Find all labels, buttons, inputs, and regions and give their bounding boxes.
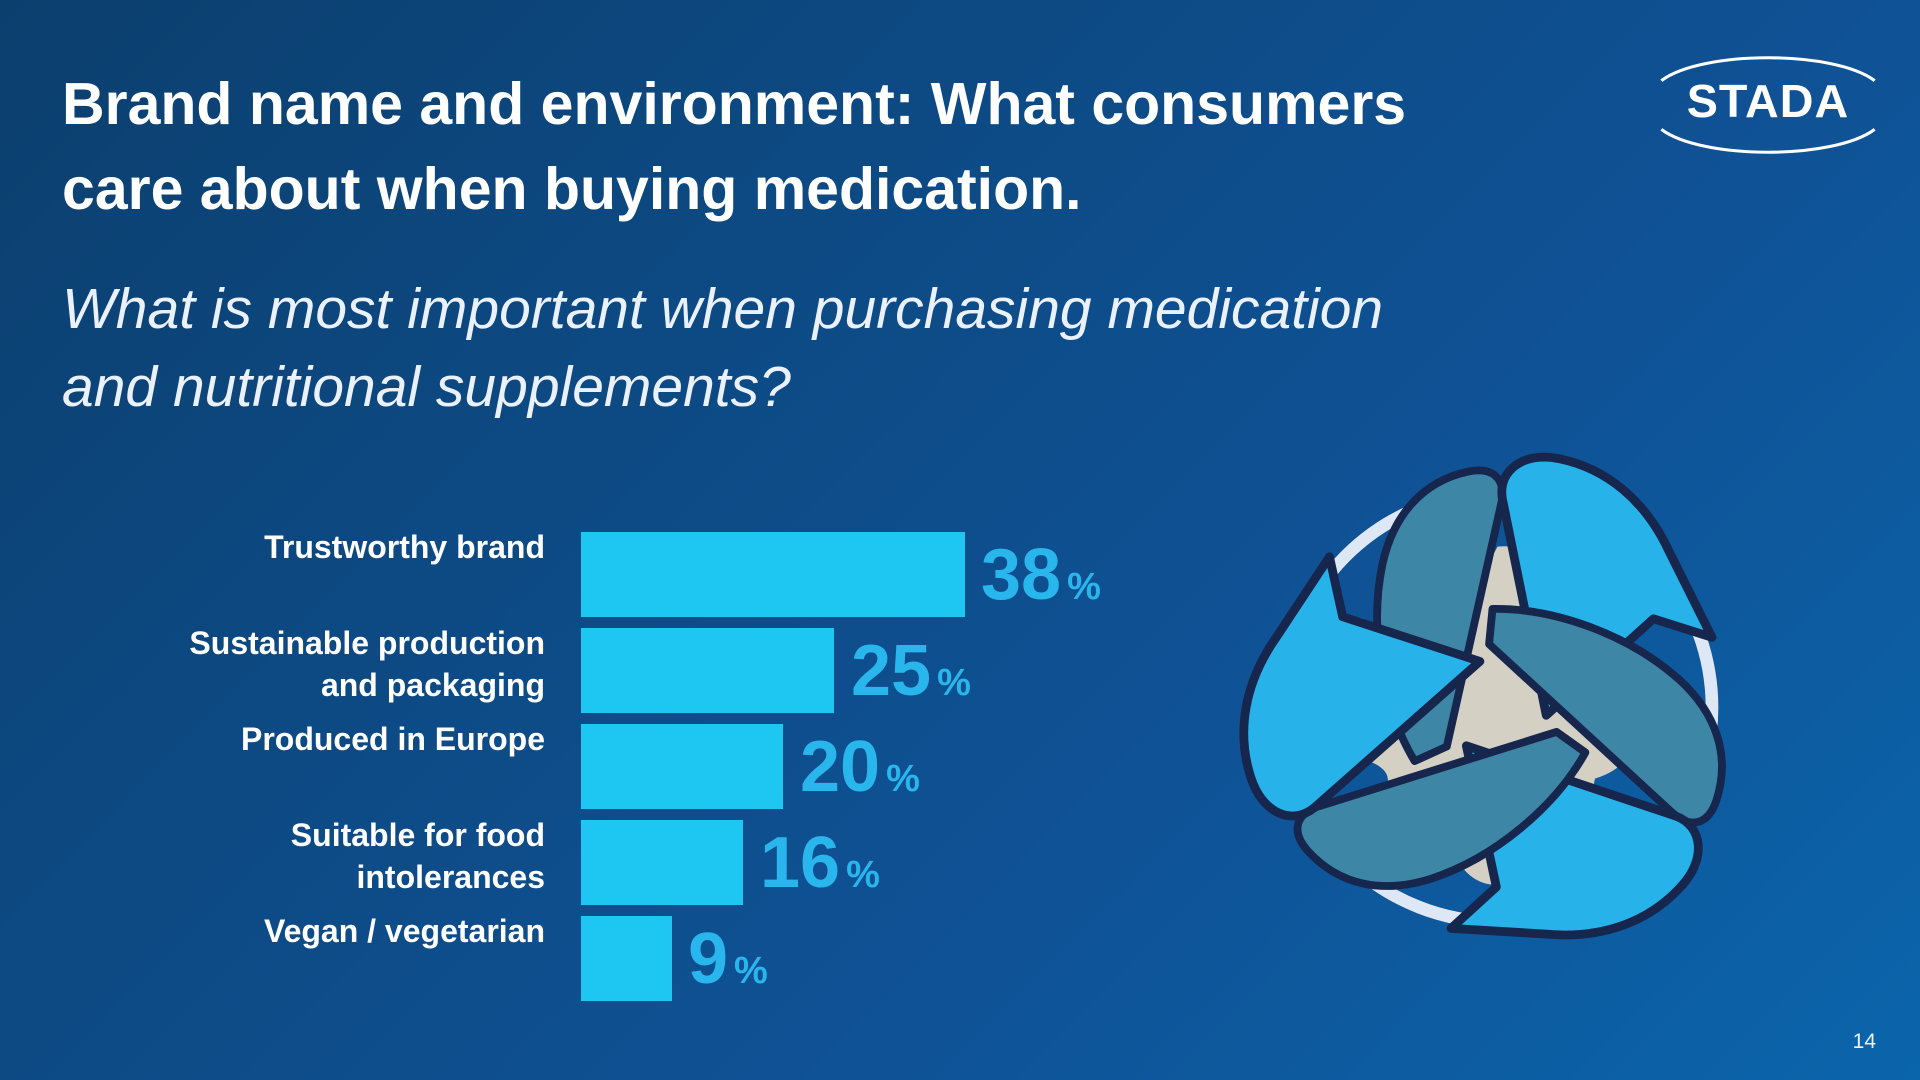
- svg-text:STADA: STADA: [1687, 75, 1849, 127]
